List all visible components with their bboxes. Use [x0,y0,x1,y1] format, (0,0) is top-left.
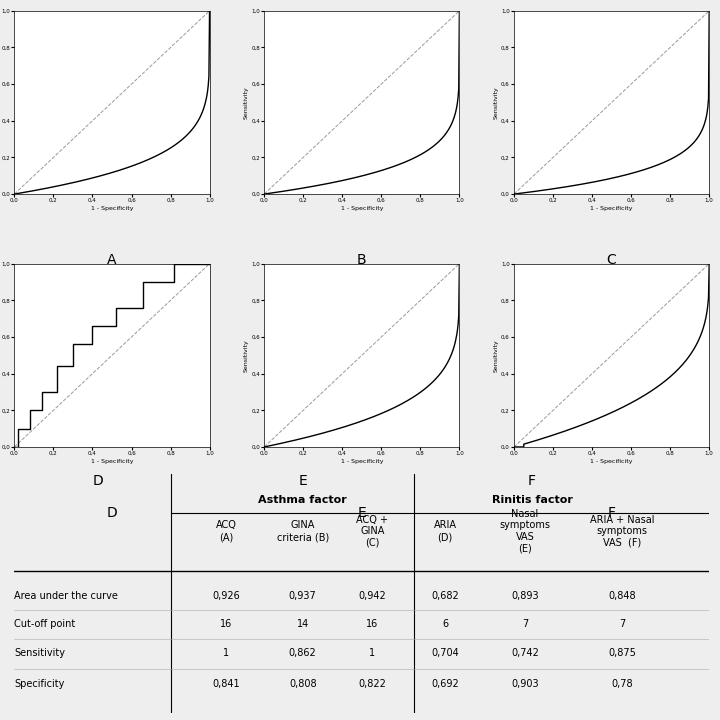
Text: 0,808: 0,808 [289,679,317,689]
Text: E: E [357,505,366,520]
X-axis label: 1 - Specificity: 1 - Specificity [341,206,383,211]
Text: 0,848: 0,848 [608,591,636,600]
Text: 0,903: 0,903 [511,679,539,689]
Text: E: E [298,474,307,488]
X-axis label: 1 - Specificity: 1 - Specificity [590,459,633,464]
Text: Rinitis factor: Rinitis factor [492,495,572,505]
Text: 14: 14 [297,619,309,629]
Text: Asthma factor: Asthma factor [258,495,347,505]
Text: 1: 1 [223,648,230,658]
Text: 0,742: 0,742 [511,648,539,658]
Text: ARIA + Nasal
symptoms
VAS  (F): ARIA + Nasal symptoms VAS (F) [590,515,654,548]
Text: A: A [107,253,117,266]
X-axis label: 1 - Specificity: 1 - Specificity [341,459,383,464]
Text: Sensitivity: Sensitivity [14,648,66,658]
Text: Cut-off point: Cut-off point [14,619,76,629]
Text: 16: 16 [220,619,233,629]
Text: 0,704: 0,704 [431,648,459,658]
Text: 0,862: 0,862 [289,648,317,658]
Text: F: F [608,505,616,520]
Text: 0,875: 0,875 [608,648,636,658]
X-axis label: 1 - Specificity: 1 - Specificity [91,206,133,211]
Text: D: D [107,505,117,520]
Text: 1: 1 [369,648,375,658]
Text: 16: 16 [366,619,378,629]
X-axis label: 1 - Specificity: 1 - Specificity [590,206,633,211]
Text: 6: 6 [442,619,449,629]
Text: 0,841: 0,841 [212,679,240,689]
Text: ACQ +
GINA
(C): ACQ + GINA (C) [356,515,388,548]
X-axis label: 1 - Specificity: 1 - Specificity [91,459,133,464]
Text: B: B [357,253,366,266]
Text: Specificity: Specificity [14,679,65,689]
Text: 0,937: 0,937 [289,591,317,600]
Text: ARIA
(D): ARIA (D) [433,521,456,542]
Text: C: C [607,253,616,266]
Text: 0,822: 0,822 [359,679,386,689]
Y-axis label: Sensitivity: Sensitivity [243,339,248,372]
Y-axis label: Sensitivity: Sensitivity [493,86,498,119]
Text: 0,942: 0,942 [359,591,386,600]
Text: F: F [528,474,536,488]
Text: 0,926: 0,926 [212,591,240,600]
Text: 0,893: 0,893 [511,591,539,600]
Text: GINA
criteria (B): GINA criteria (B) [276,521,329,542]
Text: 0,78: 0,78 [611,679,633,689]
Y-axis label: Sensitivity: Sensitivity [243,86,248,119]
Text: 7: 7 [522,619,528,629]
Text: 0,692: 0,692 [431,679,459,689]
Text: Area under the curve: Area under the curve [14,591,118,600]
Text: D: D [92,474,103,488]
Text: Nasal
symptoms
VAS
(E): Nasal symptoms VAS (E) [500,509,551,554]
Text: ACQ
(A): ACQ (A) [216,521,237,542]
Y-axis label: Sensitivity: Sensitivity [493,339,498,372]
Text: 0,682: 0,682 [431,591,459,600]
Text: 7: 7 [619,619,626,629]
